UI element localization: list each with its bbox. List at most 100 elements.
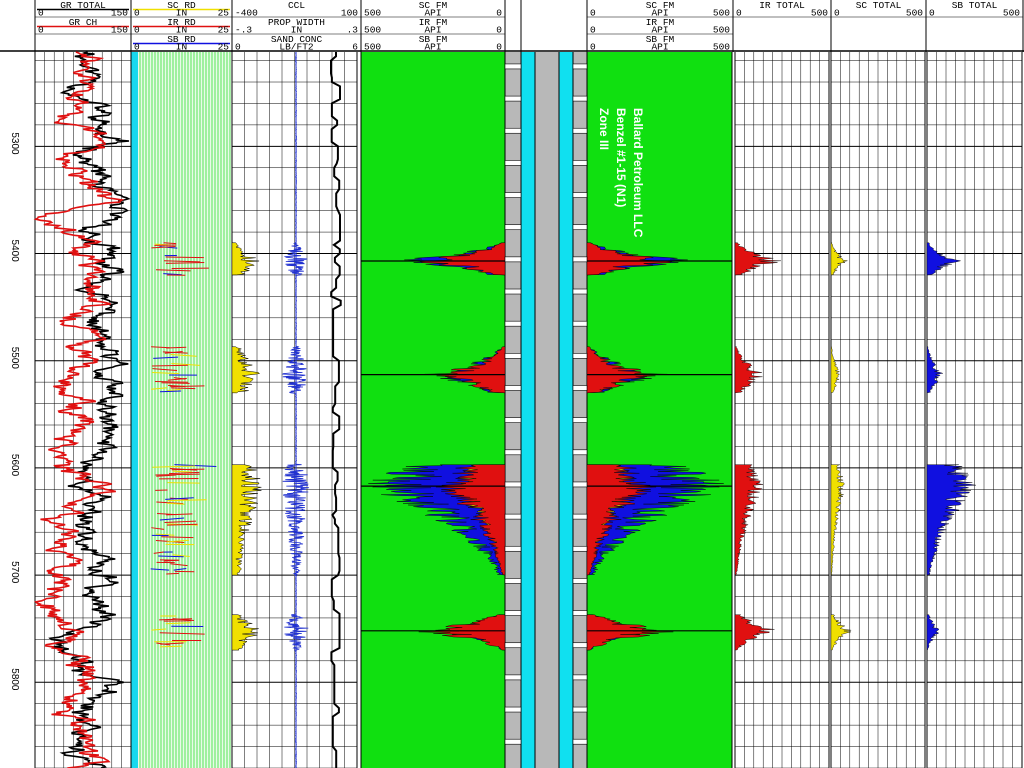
pipe-collar <box>572 578 588 584</box>
header-scale-right: 500 <box>1003 8 1020 19</box>
header-scale-right: 0 <box>496 25 502 36</box>
header-scale-left: 0 <box>134 42 140 53</box>
header-scale-left: 500 <box>364 42 381 53</box>
pipe-collar <box>504 160 522 166</box>
depth-label: 5800 <box>9 668 20 691</box>
header-scale-left: 0 <box>590 8 596 19</box>
header-scale-left: 500 <box>364 8 381 19</box>
depth-label: 5500 <box>9 347 20 370</box>
gr-ch-curve <box>33 51 125 768</box>
header-curve-name: IR RD <box>167 17 196 28</box>
rd-spike <box>151 364 188 367</box>
header-scale-right: 500 <box>713 8 730 19</box>
sc-total-fill <box>830 242 848 276</box>
fm-panel-left <box>361 52 505 768</box>
pipe-collar <box>504 545 522 552</box>
rd-spike <box>166 502 185 505</box>
fm-ir-fill <box>435 464 506 576</box>
header-curve-name: SC FM <box>646 0 675 11</box>
header-curve-name: SB FM <box>419 34 448 45</box>
rd-spike <box>150 568 170 571</box>
rd-spike <box>155 473 200 476</box>
rd-spike <box>166 513 193 516</box>
fm-ir-fill <box>434 346 506 394</box>
rd-spike <box>173 568 187 571</box>
header-curve-name: SC TOTAL <box>856 0 902 11</box>
header-curve-name: IR FM <box>419 17 448 28</box>
rd-spike <box>160 642 184 645</box>
rd-spike <box>165 256 204 259</box>
pipe-column <box>573 52 587 768</box>
rd-spike <box>167 388 181 391</box>
sb-total-fill <box>926 346 943 394</box>
rd-spike <box>170 385 205 388</box>
header-scale-left: 0 <box>929 8 935 19</box>
track-grids <box>0 52 1024 768</box>
well-title: Ballard Petroleum LLC Benzel #1-15 (N1) … <box>597 108 645 238</box>
rd-spike <box>152 368 178 371</box>
pipe-collar <box>504 706 522 713</box>
rd-spike <box>156 501 184 505</box>
pipe-collar <box>572 642 588 649</box>
pipe-collar <box>504 481 522 488</box>
rd-spike <box>151 387 168 390</box>
depth-axis: 5300 5400 5500 5600 5700 5800 <box>9 132 20 691</box>
sc-total-fill <box>830 346 841 394</box>
pipe-collar <box>572 738 588 745</box>
rd-spike <box>153 356 179 359</box>
pipe-column <box>535 52 559 768</box>
header-scale-left: 0 <box>736 8 742 19</box>
pipe-collar <box>572 224 588 231</box>
pipe-collar <box>504 642 522 649</box>
ir-total-fill <box>734 614 775 651</box>
rd-spike <box>159 618 193 621</box>
pipe-collar <box>572 449 588 456</box>
rd-spike <box>167 499 207 502</box>
rd-spike <box>151 527 165 530</box>
well-title-line-2: Benzel #1-15 (N1) <box>614 108 628 207</box>
fm-ir-fill <box>418 614 506 651</box>
fm-ir-fill <box>586 242 672 276</box>
pipe-collar <box>572 385 588 391</box>
header-scale-right: 0 <box>496 8 502 19</box>
depth-label: 5400 <box>9 240 20 263</box>
header-scale-left: 0 <box>834 8 840 19</box>
rd-spike <box>164 520 197 524</box>
pipe-collar <box>504 353 522 359</box>
pipe-collar <box>504 578 522 584</box>
pipe-collar <box>504 192 522 198</box>
rd-spike <box>166 572 180 575</box>
rd-spike <box>156 474 176 477</box>
pipe-collar <box>572 513 588 520</box>
pipe-collar <box>572 160 588 166</box>
pipe-column <box>521 52 535 768</box>
header-scale-unit: IN <box>176 8 187 19</box>
rd-spike <box>152 465 196 468</box>
sc-total-fill <box>830 614 852 651</box>
header-curve-name: IR TOTAL <box>759 0 805 11</box>
gr-total-curve <box>48 51 131 768</box>
rd-spike <box>166 346 187 349</box>
pipe-collar <box>572 706 588 713</box>
header-scale-unit: IN <box>176 25 187 36</box>
header-scale-right: 25 <box>218 25 230 36</box>
header-scale-right: 500 <box>713 25 730 36</box>
header-scale-left: 0 <box>235 42 241 53</box>
header-scale-right: 100 <box>341 8 358 19</box>
sb-total-fill <box>926 242 961 276</box>
rd-spike <box>163 559 180 562</box>
pipe-collar <box>572 288 588 295</box>
prop-width-fill <box>231 464 262 576</box>
pipe-collar <box>572 481 588 488</box>
rd-spike <box>167 377 187 381</box>
header-curve-name: GR CH <box>69 17 98 28</box>
depth-label: 5700 <box>9 561 20 584</box>
depth-label: 5300 <box>9 132 20 155</box>
rd-spike <box>151 245 176 249</box>
rd-spike <box>155 269 191 272</box>
log-curves <box>33 51 977 768</box>
fm-ir-fill <box>420 242 506 276</box>
header-scale-right: 150 <box>111 25 128 36</box>
header-scale-left: 0 <box>134 8 140 19</box>
rd-spike <box>164 260 201 263</box>
